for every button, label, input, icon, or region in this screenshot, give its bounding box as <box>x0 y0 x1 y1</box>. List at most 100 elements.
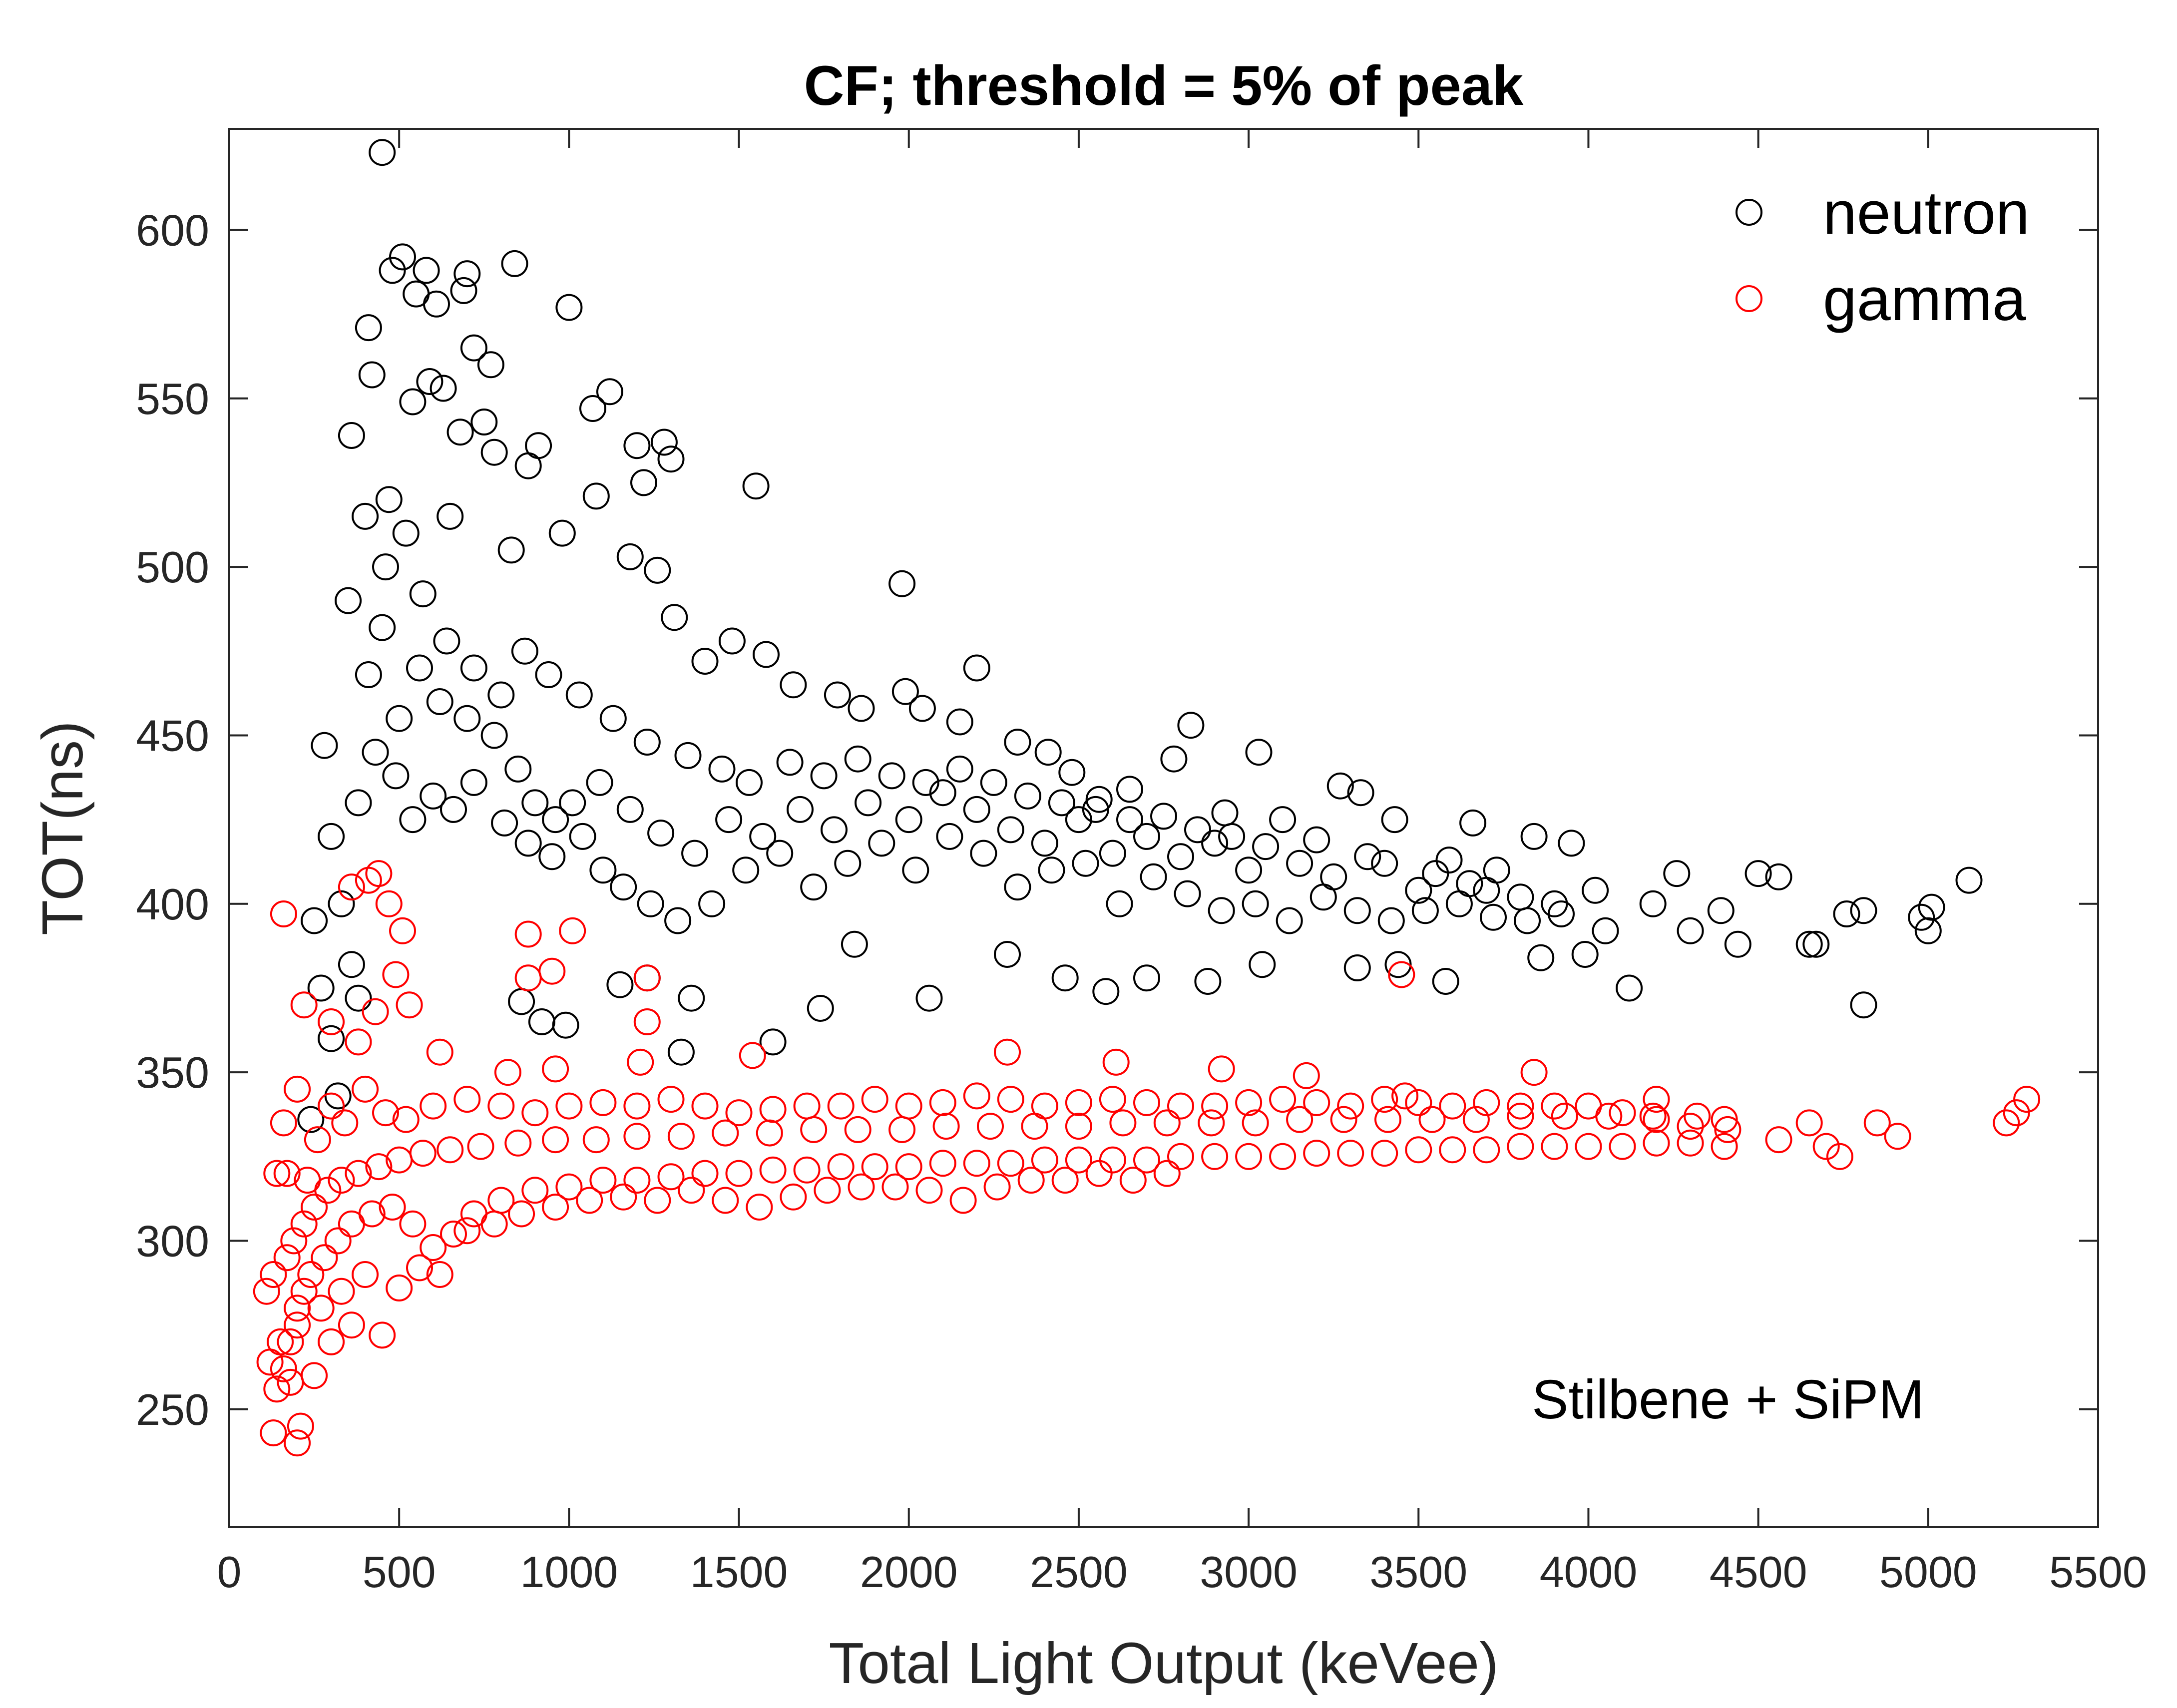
gamma-point <box>392 1106 420 1133</box>
neutron-point <box>538 843 566 870</box>
neutron-point <box>698 890 726 917</box>
gamma-point <box>633 964 661 992</box>
gamma-point <box>307 1294 335 1322</box>
neutron-point <box>440 796 467 823</box>
neutron-point <box>1031 830 1058 857</box>
gamma-point <box>504 1129 532 1157</box>
gamma-point <box>895 1153 922 1181</box>
gamma-point <box>1507 1133 1534 1160</box>
gamma-point <box>1520 1059 1548 1086</box>
neutron-point <box>834 850 862 877</box>
gamma-point <box>338 1311 365 1339</box>
gamma-point <box>420 1092 447 1120</box>
gamma-point <box>895 1092 922 1120</box>
gamma-point <box>759 1096 787 1123</box>
neutron-point <box>1303 826 1330 854</box>
gamma-point <box>1643 1129 1670 1157</box>
gamma-point <box>555 1092 583 1120</box>
neutron-point <box>824 681 851 709</box>
gamma-point <box>389 917 416 944</box>
neutron-point <box>759 1028 787 1056</box>
gamma-point <box>440 1221 467 1248</box>
gamma-point <box>352 1261 379 1288</box>
gamma-point <box>1639 1102 1667 1130</box>
gamma-point <box>1031 1146 1058 1174</box>
gamma-point <box>793 1092 821 1120</box>
neutron-point <box>929 779 956 807</box>
gamma-point <box>1337 1140 1364 1167</box>
gamma-point <box>576 1187 603 1214</box>
neutron-point <box>1194 968 1222 995</box>
neutron-point <box>1432 968 1459 995</box>
neutron-point <box>423 290 450 318</box>
neutron-point <box>596 378 623 406</box>
gamma-point <box>610 1183 637 1211</box>
neutron-point <box>1184 816 1211 844</box>
y-tick-label: 450 <box>136 711 209 760</box>
gamma-point <box>1507 1092 1534 1120</box>
neutron-point <box>338 422 365 449</box>
gamma-point <box>712 1187 739 1214</box>
neutron-point <box>1955 866 1983 894</box>
neutron-point <box>1677 917 1704 944</box>
neutron-point <box>599 705 627 732</box>
neutron-point <box>844 745 871 773</box>
neutron-point <box>480 722 508 749</box>
neutron-point <box>888 570 916 597</box>
neutron-point <box>1116 776 1143 803</box>
gamma-point <box>1374 1106 1401 1133</box>
neutron-point <box>633 729 661 756</box>
neutron-point <box>732 856 760 884</box>
x-tick-label: 5000 <box>1879 1547 1977 1597</box>
neutron-point <box>895 806 922 834</box>
neutron-point <box>1558 830 1585 857</box>
gamma-point <box>1242 1109 1269 1137</box>
neutron-point <box>841 930 868 958</box>
neutron-point <box>630 469 657 496</box>
neutron-point <box>358 361 386 389</box>
gamma-point <box>725 1160 753 1187</box>
gamma-point <box>1167 1143 1194 1170</box>
gamma-point <box>284 1429 311 1457</box>
neutron-point <box>446 419 474 446</box>
gamma-point <box>2003 1099 2030 1127</box>
gamma-point <box>1812 1133 1840 1160</box>
gamma-point <box>514 964 542 992</box>
neutron-point <box>1850 897 1877 924</box>
neutron-point <box>382 762 410 790</box>
gamma-point <box>657 1163 685 1191</box>
gamma-point <box>633 1008 661 1035</box>
gamma-point <box>467 1133 494 1160</box>
gamma-point <box>1337 1092 1364 1120</box>
neutron-point <box>1459 809 1487 837</box>
gamma-point <box>1065 1146 1092 1174</box>
neutron-point <box>497 536 525 564</box>
gamma-point <box>290 1210 318 1238</box>
neutron-point <box>318 823 345 850</box>
neutron-point <box>436 502 464 530</box>
legend: neutron gamma <box>1736 179 2030 333</box>
gamma-point <box>1102 1048 1130 1076</box>
neutron-point <box>1034 739 1062 766</box>
neutron-point <box>569 823 596 850</box>
gamma-point <box>1418 1106 1446 1133</box>
neutron-point <box>491 809 518 837</box>
gamma-point <box>1643 1086 1670 1113</box>
gamma-point <box>1133 1089 1160 1116</box>
gamma-point <box>848 1173 875 1201</box>
gamma-point <box>270 900 297 927</box>
gamma-point <box>514 920 542 948</box>
y-tick-label: 350 <box>136 1048 209 1097</box>
neutron-point <box>1765 863 1792 890</box>
gamma-point <box>287 1412 314 1440</box>
neutron-point <box>1371 850 1398 877</box>
neutron-point <box>1456 870 1483 897</box>
gamma-point <box>331 1109 359 1137</box>
gamma-point <box>1643 1106 1670 1133</box>
neutron-point <box>579 395 606 422</box>
gamma-point <box>1609 1133 1636 1160</box>
neutron-point <box>460 654 487 682</box>
neutron-point <box>375 486 403 513</box>
